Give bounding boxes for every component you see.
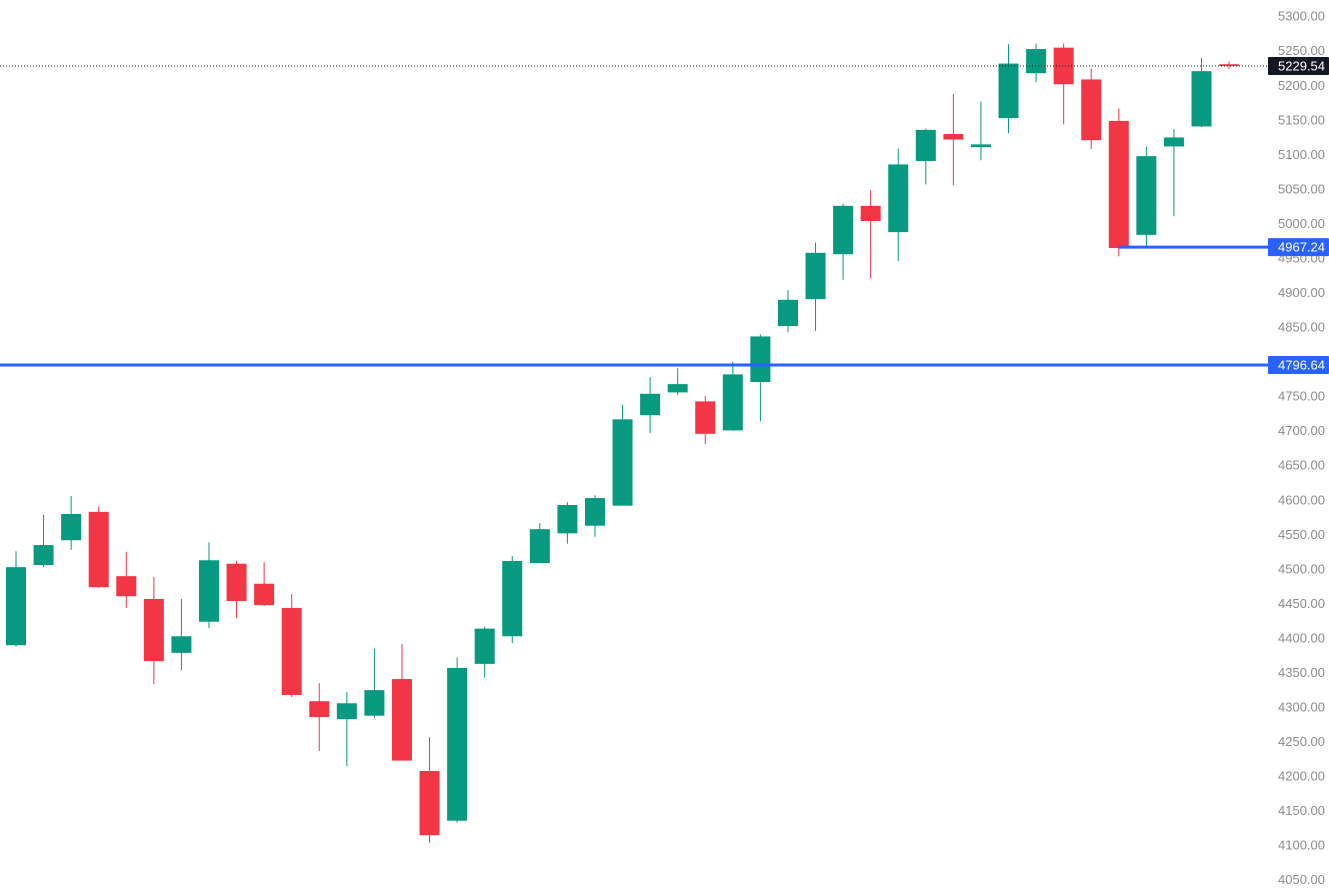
candle-body (970, 144, 991, 148)
candle-body (1026, 49, 1047, 74)
candle-body (1053, 47, 1074, 85)
candle-body (116, 576, 137, 597)
candle-body (419, 770, 440, 836)
price-label: 4967.24 (1278, 240, 1325, 255)
candle-body (1081, 79, 1102, 141)
candle-body (1191, 71, 1212, 127)
y-tick-label: 4700.00 (1278, 423, 1325, 438)
y-tick-label: 4200.00 (1278, 769, 1325, 784)
y-tick-label: 4150.00 (1278, 803, 1325, 818)
candle-body (502, 560, 523, 637)
candle-body (143, 598, 164, 662)
candle-body (171, 636, 192, 653)
y-tick-label: 4050.00 (1278, 872, 1325, 887)
y-tick-label: 5250.00 (1278, 43, 1325, 58)
candle-body (281, 607, 302, 695)
price-label: 4796.64 (1278, 357, 1325, 372)
candle-body (254, 583, 275, 606)
candle-body (777, 299, 798, 327)
y-tick-label: 4500.00 (1278, 561, 1325, 576)
y-tick-label: 4300.00 (1278, 700, 1325, 715)
candle-body (226, 563, 247, 602)
candle-body (6, 567, 26, 646)
y-tick-label: 4550.00 (1278, 527, 1325, 542)
candle-body (309, 701, 330, 718)
candle-body (88, 511, 109, 588)
y-tick-label: 4400.00 (1278, 630, 1325, 645)
candle-body (667, 384, 688, 393)
candle-body (860, 205, 881, 222)
candle-body (336, 703, 357, 720)
y-tick-label: 4850.00 (1278, 320, 1325, 335)
y-tick-label: 5050.00 (1278, 181, 1325, 196)
y-tick-label: 4100.00 (1278, 838, 1325, 853)
candle-body (833, 205, 854, 255)
y-tick-label: 5100.00 (1278, 147, 1325, 162)
y-tick-label: 4900.00 (1278, 285, 1325, 300)
candle-body (998, 63, 1019, 119)
y-tick-label: 5200.00 (1278, 78, 1325, 93)
candle-body (447, 668, 468, 821)
y-tick-label: 5150.00 (1278, 112, 1325, 127)
y-tick-label: 5000.00 (1278, 216, 1325, 231)
y-tick-label: 4250.00 (1278, 734, 1325, 749)
candle-body (198, 560, 219, 622)
candle-body (584, 498, 605, 526)
y-tick-label: 4750.00 (1278, 389, 1325, 404)
y-tick-label: 5300.00 (1278, 9, 1325, 24)
candle-body (1136, 156, 1157, 235)
candle-body (33, 545, 54, 566)
candle-body (557, 504, 578, 534)
candle-body (640, 393, 661, 416)
candle-body (943, 134, 964, 140)
candle-body (888, 164, 909, 233)
candle-body (364, 690, 385, 716)
price-label-box (1268, 356, 1329, 375)
price-label-box (1268, 56, 1329, 75)
candle-body (722, 374, 743, 431)
y-tick-label: 4600.00 (1278, 492, 1325, 507)
candle-body (474, 628, 495, 664)
candle-body (61, 513, 82, 541)
candle-body (391, 679, 412, 761)
candle-body (1163, 137, 1184, 147)
candle-body (1219, 64, 1240, 66)
y-tick-label: 4650.00 (1278, 458, 1325, 473)
price-label: 5229.54 (1278, 58, 1325, 73)
candle-body (750, 336, 771, 383)
candle-body (612, 419, 633, 506)
candle-body (805, 252, 826, 300)
candle-body (529, 529, 550, 564)
y-tick-label: 4350.00 (1278, 665, 1325, 680)
candle-body (1108, 120, 1129, 249)
y-tick-label: 4450.00 (1278, 596, 1325, 611)
candle-body (915, 129, 936, 161)
candle-body (695, 401, 716, 434)
price-label-box (1268, 238, 1329, 257)
